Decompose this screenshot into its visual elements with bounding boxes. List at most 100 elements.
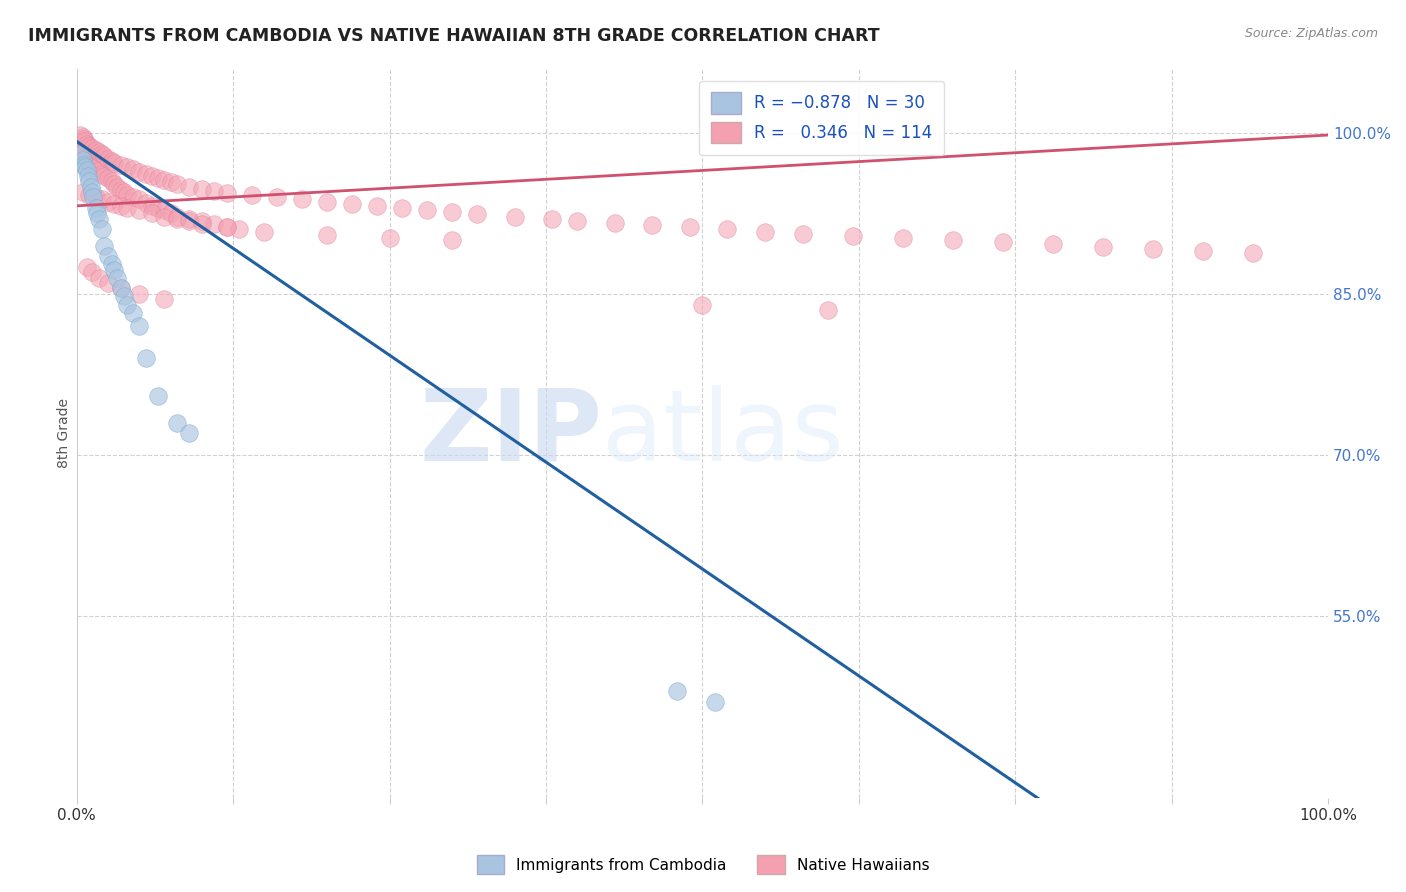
- Point: [72, 130, 94, 145]
- Point: [316, 194, 339, 209]
- Point: [112, 185, 135, 199]
- Point: [1241, 246, 1264, 260]
- Point: [77, 174, 100, 188]
- Point: [90, 193, 112, 207]
- Point: [416, 203, 439, 218]
- Point: [77, 169, 100, 183]
- Point: [159, 175, 181, 189]
- Point: [1042, 237, 1064, 252]
- Point: [1142, 242, 1164, 256]
- Text: atlas: atlas: [602, 384, 844, 482]
- Point: [141, 199, 163, 213]
- Point: [79, 179, 101, 194]
- Point: [93, 149, 115, 163]
- Point: [80, 141, 103, 155]
- Text: IMMIGRANTS FROM CAMBODIA VS NATIVE HAWAIIAN 8TH GRADE CORRELATION CHART: IMMIGRANTS FROM CAMBODIA VS NATIVE HAWAI…: [28, 27, 880, 45]
- Point: [73, 132, 96, 146]
- Point: [75, 135, 97, 149]
- Point: [641, 218, 664, 232]
- Point: [89, 145, 111, 160]
- Point: [135, 351, 157, 366]
- Point: [115, 201, 138, 215]
- Point: [141, 206, 163, 220]
- Point: [692, 297, 714, 311]
- Point: [110, 183, 132, 197]
- Point: [97, 276, 120, 290]
- Point: [153, 292, 176, 306]
- Point: [128, 164, 150, 178]
- Point: [153, 173, 176, 187]
- Point: [100, 257, 122, 271]
- Point: [115, 160, 138, 174]
- Point: [166, 211, 188, 226]
- Point: [105, 270, 128, 285]
- Point: [69, 147, 91, 161]
- Text: Source: ZipAtlas.com: Source: ZipAtlas.com: [1244, 27, 1378, 40]
- Point: [146, 170, 169, 185]
- Point: [340, 196, 363, 211]
- Point: [122, 306, 145, 320]
- Point: [817, 302, 839, 317]
- Point: [128, 193, 150, 207]
- Point: [679, 220, 702, 235]
- Point: [891, 231, 914, 245]
- Point: [191, 214, 214, 228]
- Point: [97, 152, 120, 166]
- Point: [179, 426, 201, 441]
- Point: [316, 227, 339, 242]
- Point: [253, 225, 276, 239]
- Point: [567, 214, 589, 228]
- Point: [441, 233, 464, 247]
- Point: [202, 184, 225, 198]
- Point: [93, 238, 115, 252]
- Point: [704, 694, 727, 708]
- Point: [503, 210, 526, 224]
- Point: [84, 201, 107, 215]
- Point: [841, 228, 863, 243]
- Point: [100, 174, 122, 188]
- Point: [792, 227, 814, 241]
- Point: [128, 203, 150, 218]
- Point: [72, 147, 94, 161]
- Point: [541, 211, 564, 226]
- Y-axis label: 8th Grade: 8th Grade: [58, 399, 72, 468]
- Point: [215, 186, 238, 200]
- Point: [110, 281, 132, 295]
- Point: [97, 249, 120, 263]
- Point: [80, 158, 103, 172]
- Point: [266, 190, 288, 204]
- Point: [122, 190, 145, 204]
- Point: [166, 416, 188, 430]
- Point: [153, 210, 176, 224]
- Point: [153, 203, 176, 218]
- Point: [105, 179, 128, 194]
- Point: [89, 270, 111, 285]
- Point: [135, 167, 157, 181]
- Point: [754, 225, 776, 239]
- Point: [179, 179, 201, 194]
- Point: [86, 206, 108, 220]
- Point: [115, 297, 138, 311]
- Point: [378, 231, 401, 245]
- Point: [366, 199, 388, 213]
- Point: [103, 263, 125, 277]
- Point: [141, 169, 163, 183]
- Point: [103, 178, 125, 192]
- Point: [97, 194, 120, 209]
- Point: [291, 193, 314, 207]
- Point: [73, 151, 96, 165]
- Text: ZIP: ZIP: [419, 384, 602, 482]
- Point: [110, 158, 132, 172]
- Point: [89, 163, 111, 178]
- Point: [1091, 239, 1114, 253]
- Point: [84, 143, 107, 157]
- Point: [69, 128, 91, 142]
- Point: [191, 182, 214, 196]
- Point: [73, 158, 96, 172]
- Point: [166, 178, 188, 192]
- Legend: R = −0.878   N = 30, R =   0.346   N = 114: R = −0.878 N = 30, R = 0.346 N = 114: [699, 80, 945, 155]
- Point: [75, 160, 97, 174]
- Point: [76, 153, 98, 167]
- Point: [179, 214, 201, 228]
- Point: [122, 162, 145, 177]
